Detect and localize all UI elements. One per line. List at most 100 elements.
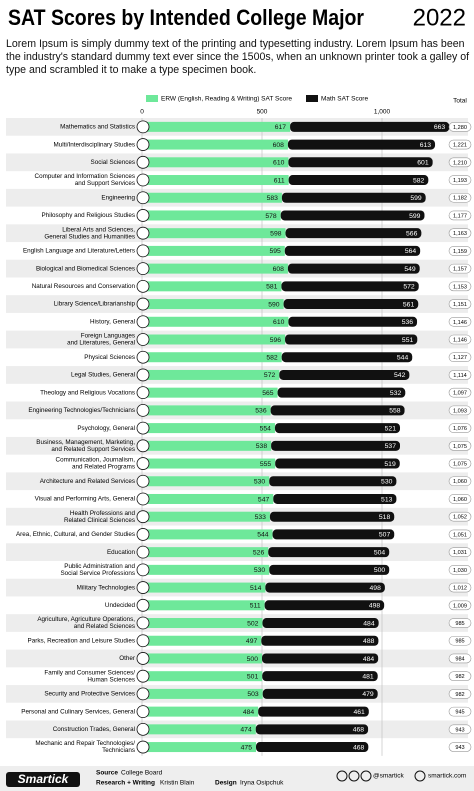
bar-segment bbox=[142, 228, 286, 239]
total-label: 1,146 bbox=[453, 337, 467, 343]
total-label: 1,163 bbox=[453, 231, 467, 237]
bar-segment bbox=[142, 192, 282, 203]
total-badge bbox=[448, 600, 472, 611]
value-label: 498 bbox=[370, 585, 382, 592]
value-label: 549 bbox=[404, 266, 416, 273]
category-label: Area, Ethnic, Cultural, and Gender Studi… bbox=[16, 531, 135, 538]
category-label: and Support Services bbox=[75, 180, 135, 187]
value-label: 475 bbox=[241, 744, 253, 751]
value-label: 533 bbox=[255, 514, 267, 521]
total-label: 1,114 bbox=[453, 373, 467, 379]
major-icon bbox=[136, 705, 150, 719]
research-label: Research + Writing bbox=[96, 780, 155, 787]
major-icon bbox=[136, 722, 150, 736]
bar-segment bbox=[142, 440, 272, 451]
bar-segment bbox=[142, 245, 285, 256]
value-label: 572 bbox=[264, 372, 276, 379]
year: 2022 bbox=[413, 4, 466, 31]
value-label: 468 bbox=[353, 744, 365, 751]
bar-segment bbox=[262, 653, 379, 664]
category-label: Human Sciences bbox=[87, 676, 135, 683]
bar-segment bbox=[142, 263, 288, 274]
major-icon bbox=[136, 297, 150, 311]
bar-segment bbox=[288, 175, 429, 186]
total-badge bbox=[448, 228, 472, 238]
value-label: 484 bbox=[243, 709, 255, 716]
category-label: Other bbox=[119, 655, 135, 662]
total-badge bbox=[448, 565, 472, 575]
total-badge bbox=[448, 635, 472, 646]
bar-segment bbox=[142, 458, 276, 469]
bar-segment bbox=[142, 688, 263, 699]
total-badge bbox=[448, 139, 472, 150]
total-badge bbox=[448, 263, 472, 274]
value-label: 547 bbox=[258, 496, 270, 503]
web-icon bbox=[414, 770, 426, 782]
category-label: Military Technologies bbox=[77, 584, 135, 591]
bar-segment bbox=[142, 547, 269, 558]
value-label: 503 bbox=[247, 691, 259, 698]
category-label: Natural Resources and Conservation bbox=[32, 283, 136, 290]
major-icon bbox=[136, 350, 150, 364]
legend-label: Math SAT Score bbox=[321, 96, 368, 103]
total-badge bbox=[448, 157, 472, 168]
total-badge bbox=[448, 706, 472, 717]
category-label: Multi/Interdisciplinary Studies bbox=[53, 141, 135, 148]
bar-segment bbox=[142, 511, 270, 522]
bar-segment bbox=[142, 369, 280, 380]
legend-swatch bbox=[306, 95, 318, 102]
social-icon bbox=[348, 770, 360, 782]
category-label: Parks, Recreation and Leisure Studies bbox=[28, 637, 135, 644]
source: College Board bbox=[121, 770, 163, 777]
bar-segment bbox=[288, 157, 433, 168]
total-badge bbox=[448, 441, 472, 451]
category-label: History, General bbox=[90, 318, 135, 325]
total-badge bbox=[448, 742, 472, 752]
total-label: 985 bbox=[455, 621, 464, 627]
bar-segment bbox=[261, 635, 379, 646]
total-badge bbox=[448, 689, 472, 699]
value-label: 544 bbox=[257, 532, 269, 539]
category-label: and Related Support Services bbox=[51, 446, 135, 453]
value-label: 582 bbox=[413, 177, 425, 184]
value-label: 500 bbox=[374, 567, 386, 574]
category-label: Liberal Arts and Sciences, bbox=[62, 226, 135, 233]
category-label: Construction Trades, General bbox=[53, 726, 135, 733]
bar-segment bbox=[288, 316, 418, 327]
value-label: 521 bbox=[385, 425, 397, 432]
total-badge bbox=[448, 423, 472, 433]
total-badge bbox=[448, 511, 472, 522]
value-label: 608 bbox=[273, 266, 285, 273]
bar-segment bbox=[275, 458, 400, 469]
total-label: 1,012 bbox=[453, 586, 467, 592]
bar-segment bbox=[142, 334, 286, 345]
total-badge bbox=[448, 653, 472, 664]
major-icon bbox=[136, 315, 150, 329]
total-label: 1,097 bbox=[453, 391, 467, 397]
bar-segment bbox=[285, 228, 422, 239]
bar-segment bbox=[142, 281, 282, 292]
bar-segment bbox=[142, 387, 278, 398]
bar-segment bbox=[142, 618, 263, 629]
category-label: Business, Management, Marketing, bbox=[36, 439, 135, 446]
category-label: Social Sciences bbox=[91, 159, 135, 166]
value-label: 611 bbox=[274, 177, 285, 184]
category-label: Philosophy and Religious Studies bbox=[42, 212, 135, 219]
total-label: 1,060 bbox=[453, 497, 467, 503]
value-label: 596 bbox=[270, 337, 282, 344]
bar-segment bbox=[269, 511, 395, 522]
total-label: 1,146 bbox=[453, 320, 467, 326]
major-icon bbox=[136, 545, 150, 559]
value-label: 518 bbox=[379, 514, 391, 521]
total-badge bbox=[448, 316, 472, 327]
total-badge bbox=[448, 724, 472, 735]
major-icon bbox=[136, 740, 150, 754]
bar-segment bbox=[264, 600, 385, 611]
bar-segment bbox=[142, 299, 284, 310]
category-label: Biological and Biomedical Sciences bbox=[36, 265, 135, 272]
value-label: 536 bbox=[402, 319, 414, 326]
value-label: 598 bbox=[270, 230, 282, 237]
value-label: 663 bbox=[434, 124, 446, 131]
total-badge bbox=[448, 458, 472, 469]
category-label: Technicians bbox=[102, 747, 135, 754]
